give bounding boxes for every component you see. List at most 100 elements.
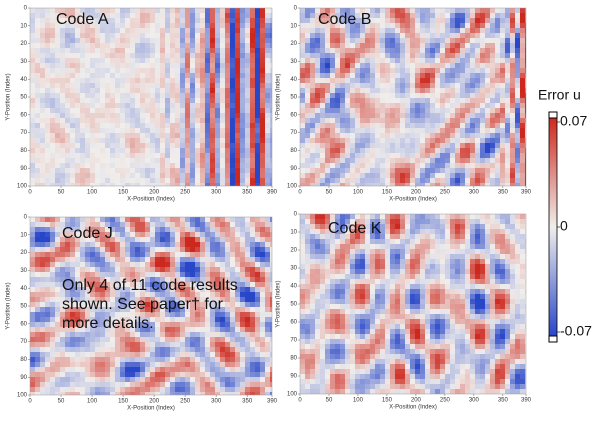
heatmap-cell: [195, 158, 200, 163]
heatmap-cell: [175, 58, 180, 63]
heatmap-cell: [75, 178, 80, 183]
heatmap-cell: [160, 98, 165, 103]
heatmap-cell: [485, 53, 490, 58]
heatmap-cell: [100, 78, 105, 83]
heatmap-cell: [230, 267, 235, 272]
heatmap-cell: [40, 173, 45, 178]
heatmap-cell: [390, 103, 395, 108]
heatmap-cell: [270, 83, 272, 88]
heatmap-cell: [165, 58, 170, 63]
heatmap-cell: [200, 38, 205, 43]
heatmap-cell: [495, 28, 500, 33]
heatmap-cell: [410, 63, 415, 68]
heatmap-cell: [245, 247, 250, 252]
heatmap-cell: [160, 143, 165, 148]
heatmap-cell: [70, 68, 75, 73]
heatmap-cell: [100, 168, 105, 173]
heatmap-cell: [190, 73, 195, 78]
heatmap-cell: [35, 292, 40, 297]
heatmap-cell: [230, 252, 235, 257]
heatmap-cell: [30, 113, 35, 118]
heatmap-cell: [480, 163, 485, 168]
heatmap-cell: [435, 83, 440, 88]
heatmap-cell: [495, 143, 500, 148]
heatmap-cell: [45, 357, 50, 362]
x-tick-label: 300: [211, 190, 222, 196]
heatmap-cell: [35, 158, 40, 163]
heatmap-cell: [395, 93, 400, 98]
heatmap-cell: [45, 118, 50, 123]
heatmap-cell: [265, 83, 270, 88]
heatmap-cell: [325, 38, 330, 43]
heatmap-cell: [70, 108, 75, 113]
heatmap-cell: [130, 342, 135, 347]
heatmap-cell: [45, 227, 50, 232]
heatmap-cell: [510, 88, 515, 93]
heatmap-cell: [480, 103, 485, 108]
heatmap-cell: [30, 93, 35, 98]
heatmap-cell: [150, 252, 155, 257]
heatmap-cell: [240, 23, 245, 28]
heatmap-cell: [105, 153, 110, 158]
heatmap-cell: [230, 257, 235, 262]
heatmap-cell: [455, 158, 460, 163]
heatmap-cell: [45, 242, 50, 247]
heatmap-cell: [400, 58, 405, 63]
heatmap-cell: [100, 98, 105, 103]
heatmap-cell: [310, 113, 315, 118]
heatmap-cell: [415, 133, 420, 138]
heatmap-cell: [240, 28, 245, 33]
heatmap-cell: [265, 133, 270, 138]
heatmap-cell: [510, 183, 515, 186]
heatmap-cell: [195, 347, 200, 352]
heatmap-cell: [230, 173, 235, 178]
heatmap-cell: [120, 93, 125, 98]
heatmap-cell: [80, 83, 85, 88]
heatmap-cell: [30, 282, 35, 287]
heatmap-cell: [375, 153, 380, 158]
heatmap-cell: [60, 108, 65, 113]
heatmap-cell: [420, 118, 425, 123]
heatmap-cell: [95, 138, 100, 143]
heatmap-cell: [270, 362, 272, 367]
heatmap-cell: [375, 173, 380, 178]
heatmap-cell: [190, 38, 195, 43]
heatmap-cell: [520, 118, 525, 123]
heatmap-cell: [365, 43, 370, 48]
heatmap-cell: [340, 133, 345, 138]
heatmap-cell: [410, 18, 415, 23]
heatmap-cell: [480, 178, 485, 183]
heatmap-cell: [330, 58, 335, 63]
heatmap-cell: [120, 337, 125, 342]
heatmap-cell: [475, 73, 480, 78]
heatmap-cell: [40, 352, 45, 357]
heatmap-cell: [215, 68, 220, 73]
heatmap-cell: [80, 153, 85, 158]
heatmap-cell: [65, 267, 70, 272]
heatmap-cell: [380, 73, 385, 78]
heatmap-cell: [120, 28, 125, 33]
heatmap-cell: [45, 153, 50, 158]
heatmap-cell: [150, 23, 155, 28]
heatmap-cell: [225, 48, 230, 53]
heatmap-cell: [45, 63, 50, 68]
heatmap-cell: [65, 252, 70, 257]
heatmap-cell: [330, 28, 335, 33]
heatmap-cell: [205, 168, 210, 173]
heatmap-cell: [125, 118, 130, 123]
heatmap-cell: [145, 247, 150, 252]
heatmap-cell: [250, 28, 255, 33]
heatmap-cell: [40, 237, 45, 242]
heatmap-cell: [190, 222, 195, 227]
heatmap-cell: [190, 113, 195, 118]
heatmap-cell: [40, 93, 45, 98]
heatmap-cell: [45, 217, 50, 222]
heatmap-cell: [455, 18, 460, 23]
heatmap-cell: [35, 317, 40, 322]
heatmap-cell: [380, 153, 385, 158]
heatmap-cell: [230, 227, 235, 232]
heatmap-cell: [190, 43, 195, 48]
heatmap-cell: [170, 158, 175, 163]
heatmap-cell: [50, 183, 55, 186]
heatmap-cell: [500, 48, 505, 53]
